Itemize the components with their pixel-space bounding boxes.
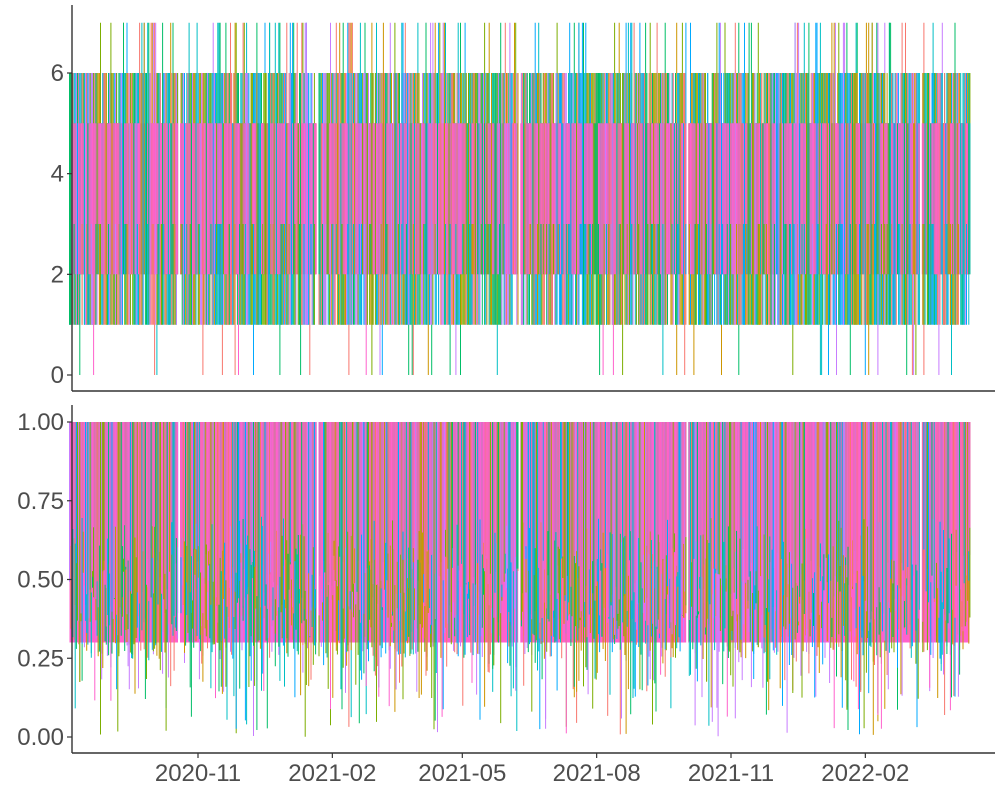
x-tick-label: 2021-11 <box>688 760 774 787</box>
y-tick-label: 0.50 <box>17 567 64 594</box>
x-tick-label: 2021-02 <box>288 760 376 787</box>
y-tick-label: 6 <box>51 60 64 87</box>
y-tick-label: 1.00 <box>17 409 64 436</box>
top-series-lines <box>69 22 971 375</box>
y-tick-label: 2 <box>51 261 64 288</box>
x-tick-label: 2022-02 <box>821 760 909 787</box>
x-tick-label: 2020-11 <box>155 760 241 787</box>
y-tick-label: 4 <box>51 161 64 188</box>
bottom-axes: 0.00 0.25 0.50 0.75 1.00 2020-11 2021-02 2021-0… <box>17 405 995 787</box>
x-tick-label: 2021-08 <box>553 760 641 787</box>
y-tick-label: 0.00 <box>17 724 64 751</box>
bottom-series-lines <box>69 422 971 737</box>
y-tick-label: 0 <box>51 362 64 389</box>
y-tick-label: 0.25 <box>17 645 64 672</box>
panel-bottom: 0.00 0.25 0.50 0.75 1.00 2020-11 2021-02 2021-0… <box>17 405 995 787</box>
x-tick-label: 2021-05 <box>418 760 506 787</box>
top-axes: 0 2 4 6 <box>51 5 995 392</box>
panel-top: 0 2 4 6 <box>51 5 995 392</box>
y-tick-label: 0.75 <box>17 488 64 515</box>
